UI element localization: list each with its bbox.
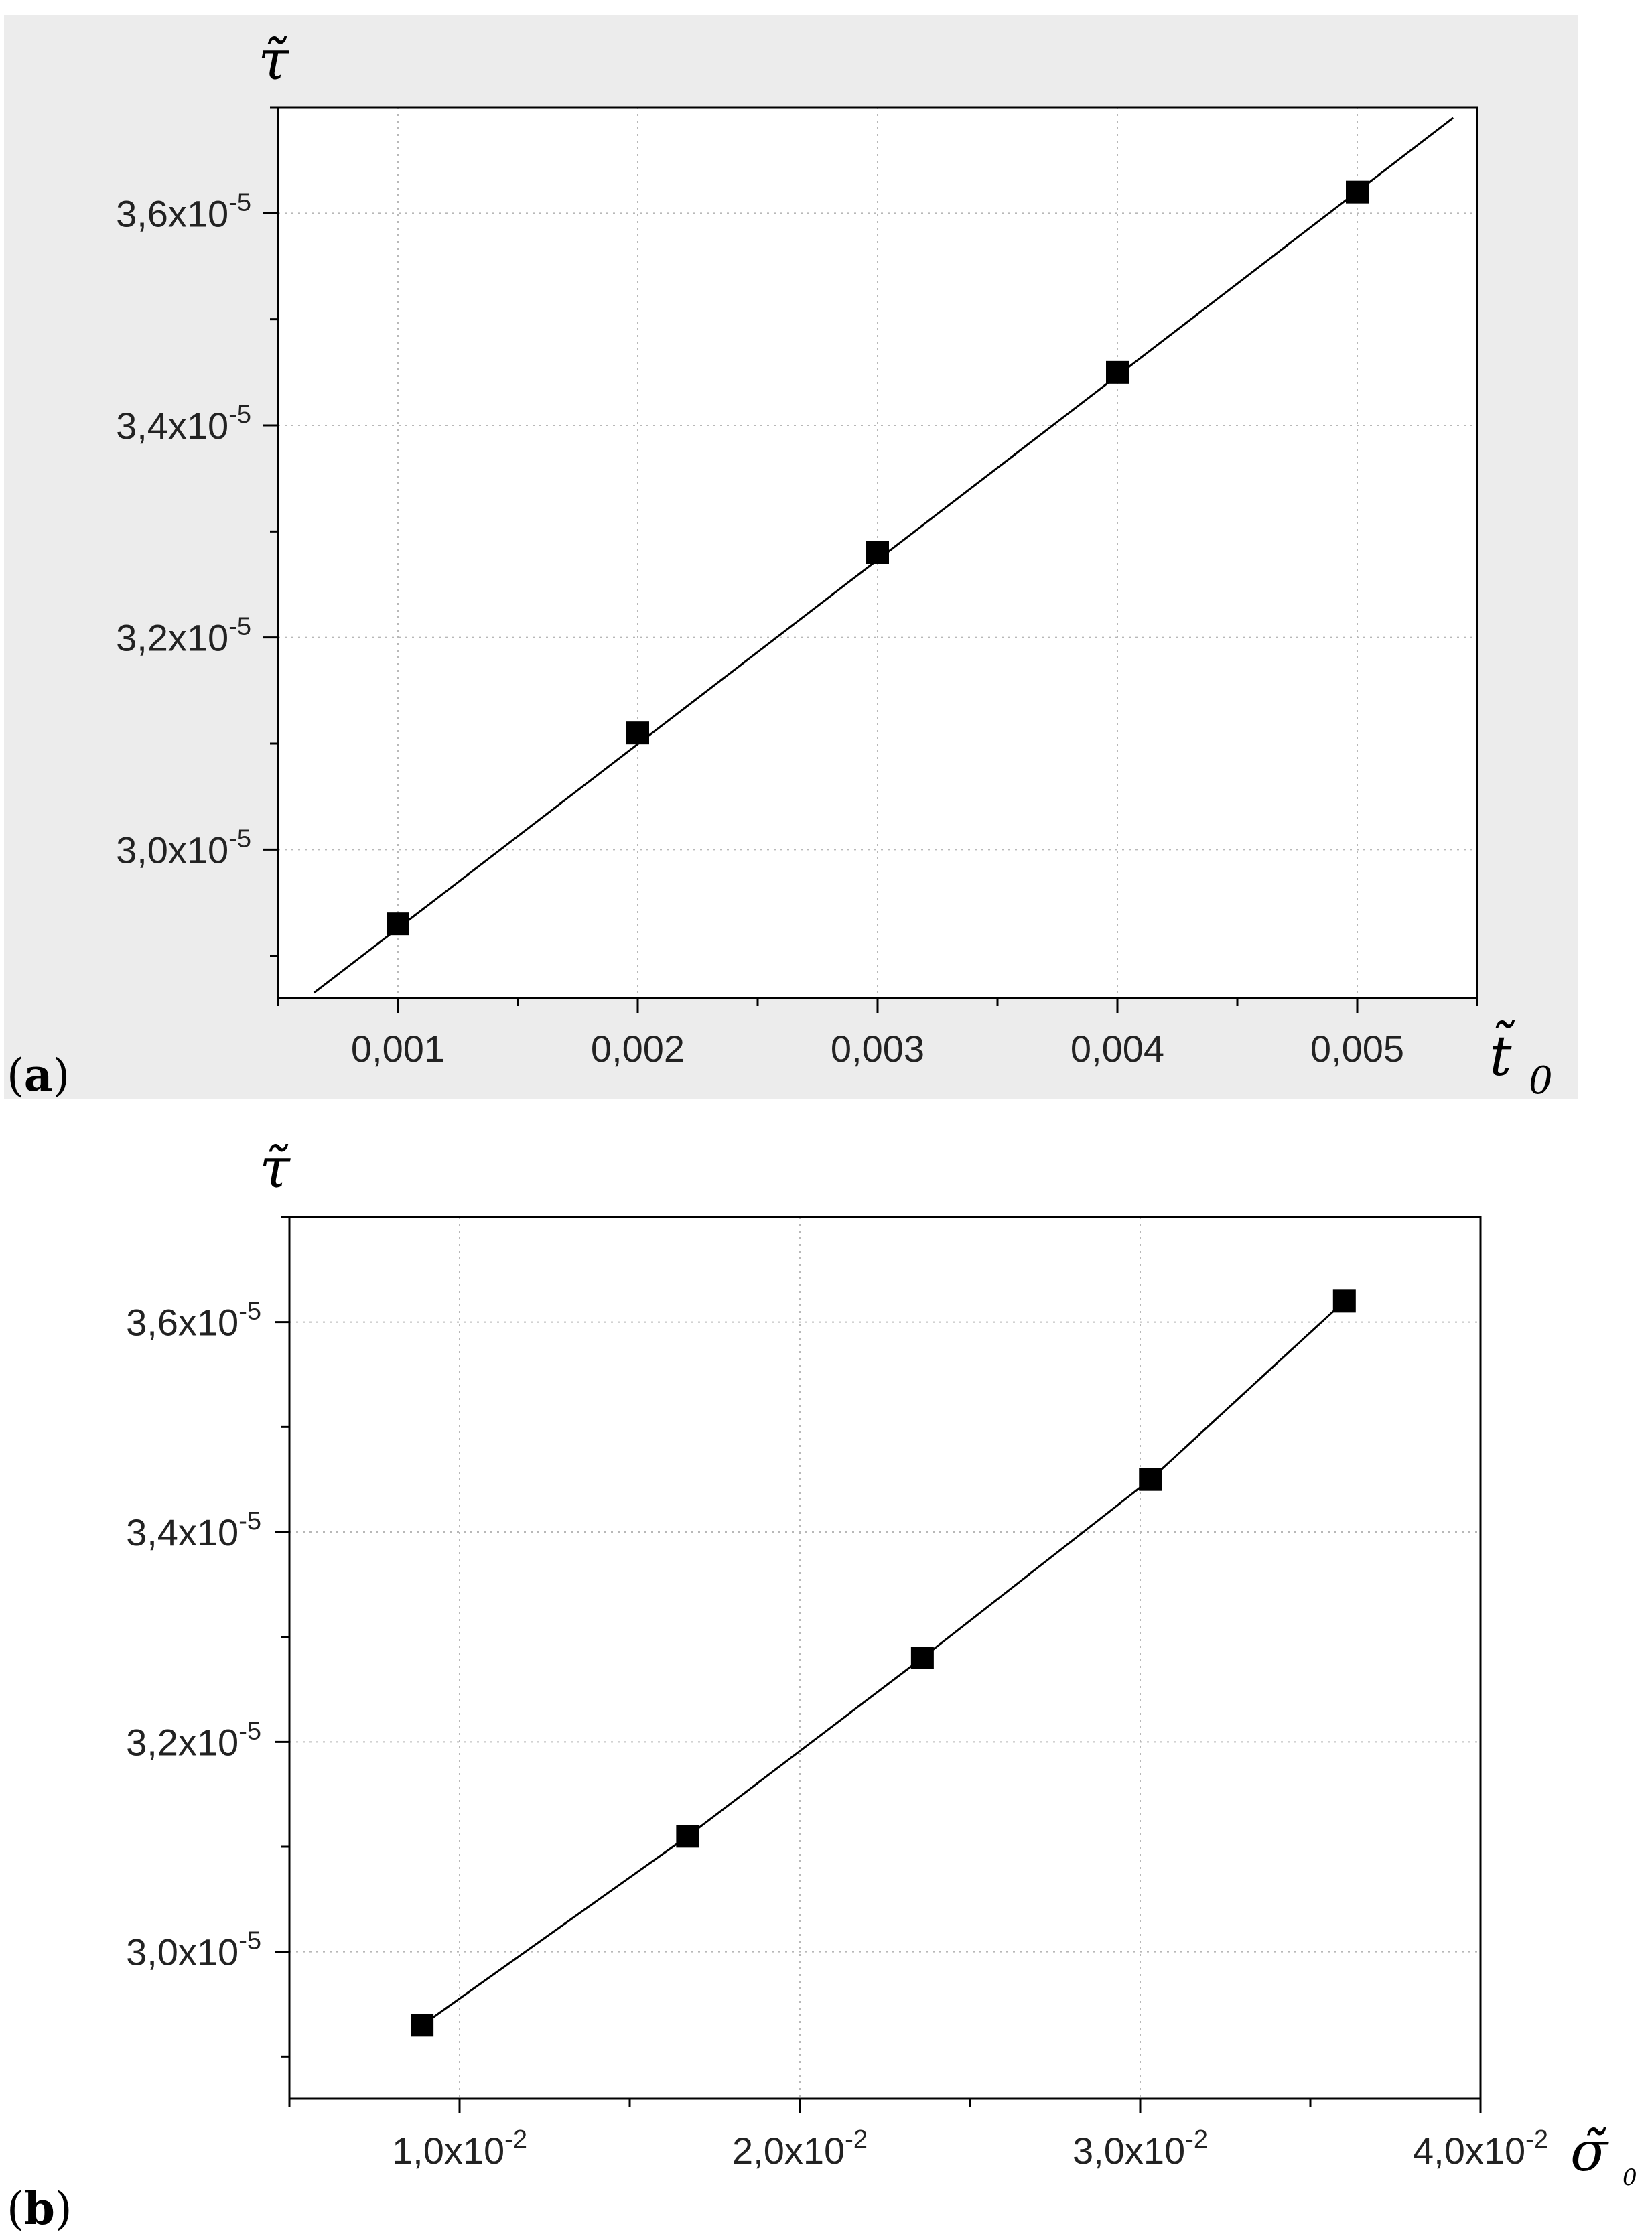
y-tick-mantissa: 3,0x10 xyxy=(116,829,228,871)
y-tick-mantissa: 3,2x10 xyxy=(126,1721,238,1763)
y-tick-label: 3,4x10-5 xyxy=(126,1507,261,1553)
y-tick-label: 3,0x10-5 xyxy=(126,1927,261,1973)
data-point xyxy=(866,541,889,564)
x-tick-label: 0,001 xyxy=(351,1028,445,1070)
y-tick-mantissa: 3,0x10 xyxy=(126,1931,238,1973)
data-point xyxy=(1139,1468,1162,1491)
x-tick-label: 0,003 xyxy=(831,1028,924,1070)
x-tick-label: 3,0x10-2 xyxy=(1073,2125,1208,2172)
data-point xyxy=(1346,180,1369,204)
x-tick-exponent: -2 xyxy=(504,2125,527,2154)
panel-a: 0,001 0,002 0,003 0,004 0,0053,0x10-53,2x10-… xyxy=(7,29,1553,1103)
y-tick-mantissa: 3,4x10 xyxy=(116,405,228,447)
y-tick-exponent: -5 xyxy=(238,1507,261,1535)
y-axis-label: τ̃ xyxy=(259,1137,291,1200)
y-tick-exponent: -5 xyxy=(228,825,251,853)
plot-frame xyxy=(288,1216,1482,2100)
plot-area xyxy=(289,1217,1481,2099)
x-tick-label: 2,0x10-2 xyxy=(732,2125,868,2172)
x-axis-label: σ̃ xyxy=(1570,2120,1609,2184)
x-tick-exponent: -2 xyxy=(1185,2125,1208,2154)
x-axis-label: t̃ xyxy=(1490,1020,1515,1089)
data-point xyxy=(1332,1289,1356,1313)
panel-label-open: ( xyxy=(7,2183,24,2235)
panel-b: 1,0x10-2 2,0x10-2 3,0x10-2 4,0x10-23,0x10-5… xyxy=(7,1137,1637,2235)
data-point xyxy=(910,1647,934,1669)
data-point xyxy=(676,1825,699,1848)
y-tick-exponent: -5 xyxy=(228,188,251,216)
y-tick-mantissa: 3,4x10 xyxy=(126,1511,238,1553)
y-tick-exponent: -5 xyxy=(228,401,251,429)
y-tick-exponent: -5 xyxy=(238,1927,261,1955)
panel-label: (b) xyxy=(7,2182,72,2235)
x-tick-mantissa: 3,0x10 xyxy=(1073,2129,1185,2172)
panel-label-open: ( xyxy=(7,1050,24,1101)
panel-label-close: ) xyxy=(55,2183,72,2235)
x-tick-label: 1,0x10-2 xyxy=(392,2125,527,2172)
y-tick-exponent: -5 xyxy=(238,1298,261,1326)
y-tick-label: 3,2x10-5 xyxy=(126,1717,261,1763)
x-tick-mantissa: 4,0x10 xyxy=(1413,2129,1525,2172)
y-axis-label: τ̃ xyxy=(258,29,289,92)
data-point xyxy=(411,2014,434,2037)
y-tick-exponent: -5 xyxy=(228,613,251,641)
x-axis-label-subscript: 0 xyxy=(1529,1059,1553,1103)
x-tick-label: 0,002 xyxy=(591,1028,685,1070)
data-point xyxy=(387,912,409,936)
panel-label-letter: b xyxy=(24,2182,55,2235)
x-tick-exponent: -2 xyxy=(1525,2125,1548,2154)
panel-label-close: ) xyxy=(53,1050,70,1101)
y-tick-label: 3,6x10-5 xyxy=(116,188,251,234)
x-tick-exponent: -2 xyxy=(845,2125,868,2154)
y-tick-exponent: -5 xyxy=(238,1717,261,1745)
y-tick-label: 3,4x10-5 xyxy=(116,401,251,447)
y-tick-mantissa: 3,6x10 xyxy=(126,1302,238,1344)
x-axis-label-subscript: 0 xyxy=(1623,2164,1637,2191)
data-point xyxy=(1106,360,1129,384)
x-tick-label: 0,004 xyxy=(1071,1028,1164,1070)
y-tick-label: 3,6x10-5 xyxy=(126,1298,261,1344)
panel-label: (a) xyxy=(7,1049,70,1101)
y-tick-mantissa: 3,2x10 xyxy=(116,617,228,659)
y-tick-label: 3,0x10-5 xyxy=(116,825,251,871)
x-tick-mantissa: 1,0x10 xyxy=(392,2129,504,2172)
data-point xyxy=(626,721,649,745)
y-tick-mantissa: 3,6x10 xyxy=(116,192,228,234)
x-tick-mantissa: 2,0x10 xyxy=(732,2129,845,2172)
panel-label-letter: a xyxy=(24,1049,53,1101)
x-tick-label: 4,0x10-2 xyxy=(1413,2125,1548,2172)
x-tick-label: 0,005 xyxy=(1310,1028,1404,1070)
y-tick-label: 3,2x10-5 xyxy=(116,613,251,659)
